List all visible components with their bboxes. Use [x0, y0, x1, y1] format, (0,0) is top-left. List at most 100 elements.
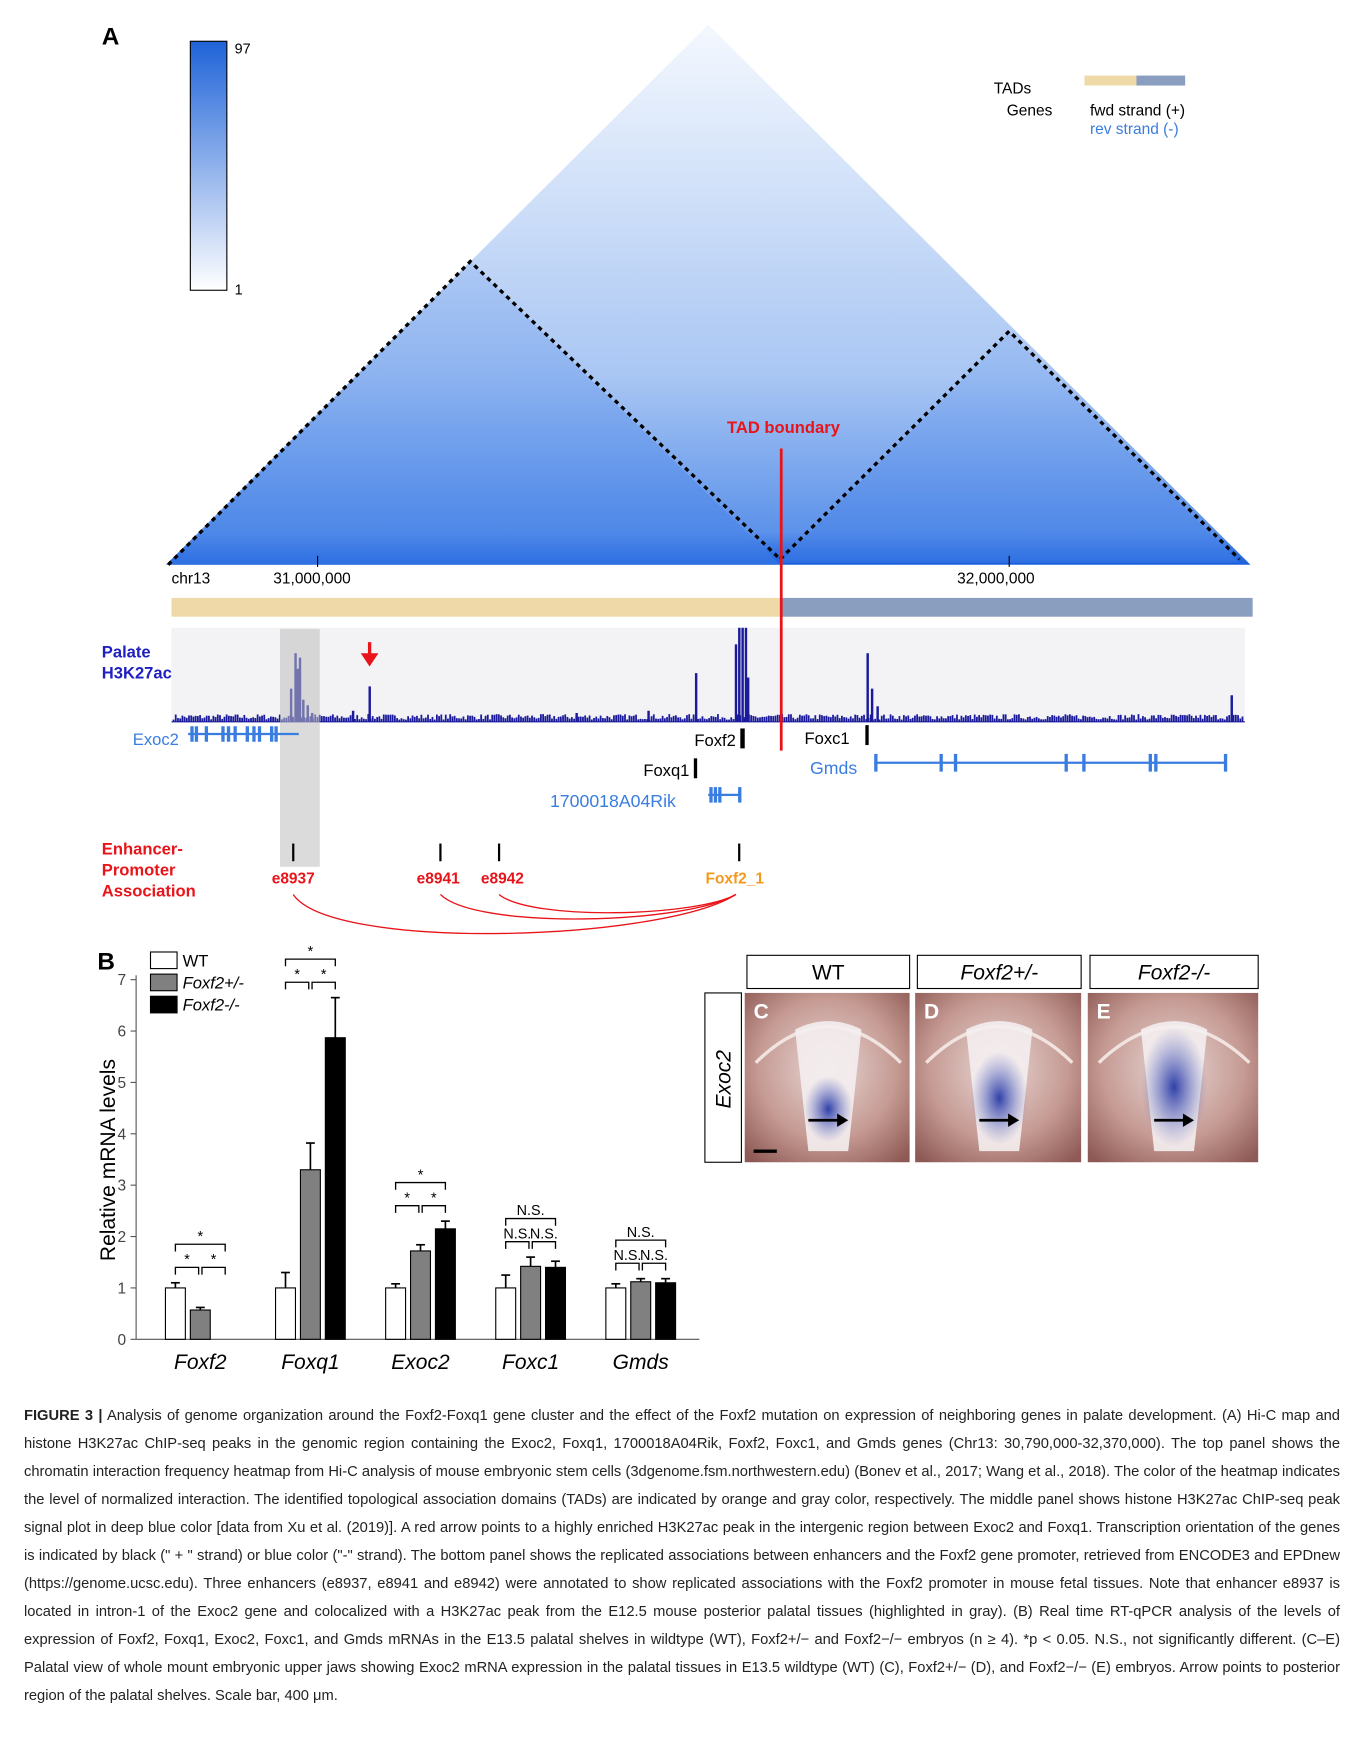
- peak: [772, 716, 774, 722]
- peak: [717, 714, 719, 722]
- peak: [1131, 715, 1133, 722]
- peak: [936, 716, 938, 722]
- peak: [511, 717, 513, 721]
- exon: [954, 754, 957, 772]
- peak: [949, 716, 951, 722]
- peak: [469, 716, 471, 722]
- peak: [1127, 718, 1129, 722]
- peak: [613, 715, 615, 721]
- peak: [549, 715, 551, 722]
- peak: [974, 715, 976, 722]
- significance-label: N.S.: [627, 1225, 655, 1241]
- peak: [1020, 718, 1022, 722]
- peak: [538, 718, 540, 722]
- peak: [832, 715, 834, 722]
- peak: [1197, 718, 1199, 722]
- peak: [1053, 716, 1055, 722]
- peak: [272, 717, 274, 722]
- peak: [759, 717, 761, 721]
- peak: [392, 715, 394, 722]
- peak: [520, 717, 522, 722]
- gene-model: [865, 725, 868, 745]
- bar: [606, 1288, 626, 1339]
- peak: [1142, 716, 1144, 722]
- exon: [1065, 754, 1068, 772]
- peak: [451, 716, 453, 721]
- exon: [709, 787, 712, 802]
- peak: [1093, 717, 1095, 722]
- significance-bracket: [422, 1206, 445, 1213]
- significance-label: *: [197, 1229, 203, 1245]
- significance-bracket: [506, 1219, 556, 1226]
- peak: [427, 715, 429, 722]
- peak: [527, 716, 529, 722]
- peak: [770, 716, 772, 722]
- peak: [775, 716, 777, 722]
- bar: [631, 1282, 651, 1340]
- peak: [270, 717, 272, 722]
- peak: [496, 714, 498, 722]
- peak: [186, 718, 188, 722]
- peak: [463, 716, 465, 721]
- peak: [1180, 715, 1182, 722]
- significance-label: N.S.: [613, 1248, 641, 1264]
- panel-letter: C: [754, 1000, 769, 1023]
- page: { "panel_a": { "letter": "A", "colorbar"…: [0, 0, 1360, 1739]
- peak: [624, 714, 626, 722]
- significance-label: N.S.: [503, 1226, 531, 1242]
- peak: [693, 714, 695, 721]
- peak: [764, 717, 766, 722]
- exon: [1082, 754, 1085, 772]
- peak: [839, 718, 841, 722]
- peak: [440, 715, 442, 722]
- bar: [276, 1288, 296, 1339]
- peak: [941, 716, 943, 721]
- caption-label: FIGURE 3 |: [24, 1408, 102, 1424]
- peak: [677, 717, 679, 721]
- peak: [956, 715, 958, 722]
- peak: [571, 717, 573, 722]
- peak: [257, 714, 259, 721]
- peak: [890, 714, 892, 721]
- association-label: Association: [102, 882, 196, 901]
- peak: [803, 716, 805, 722]
- peak: [1058, 716, 1060, 722]
- figure: A 97 1 TADs Genes fwd strand (+) rev str…: [0, 0, 1360, 1385]
- peak: [507, 716, 509, 722]
- peak: [724, 718, 726, 722]
- peak: [857, 715, 859, 722]
- peak: [336, 716, 338, 722]
- peak: [808, 715, 810, 722]
- peak: [425, 718, 427, 722]
- peak: [232, 716, 234, 721]
- peak: [1047, 716, 1049, 722]
- expression-stain: [970, 1052, 1028, 1145]
- peak: [421, 715, 423, 722]
- caption-text: Analysis of genome organization around t…: [24, 1408, 1340, 1704]
- peak: [449, 714, 451, 722]
- peak: [485, 716, 487, 722]
- peak: [558, 717, 560, 722]
- peak: [467, 715, 469, 721]
- peak: [843, 717, 845, 722]
- peak: [502, 717, 504, 722]
- peak: [500, 715, 502, 721]
- bar: [435, 1229, 455, 1339]
- peak: [454, 716, 456, 722]
- legend-label: Foxf2-/-: [183, 996, 241, 1015]
- peak: [246, 718, 248, 722]
- peak: [861, 716, 863, 722]
- peak: [241, 718, 243, 722]
- peak: [1235, 715, 1237, 722]
- peak: [1166, 718, 1168, 722]
- peak: [547, 715, 549, 722]
- enhancer-ticks: [293, 844, 739, 862]
- peak: [863, 715, 865, 722]
- peak: [1089, 717, 1091, 722]
- peak: [947, 716, 949, 722]
- significance-label: N.S.: [530, 1226, 558, 1242]
- peak: [790, 714, 792, 722]
- peak: [806, 714, 808, 721]
- exon: [233, 726, 236, 741]
- association-label: Promoter: [102, 861, 176, 880]
